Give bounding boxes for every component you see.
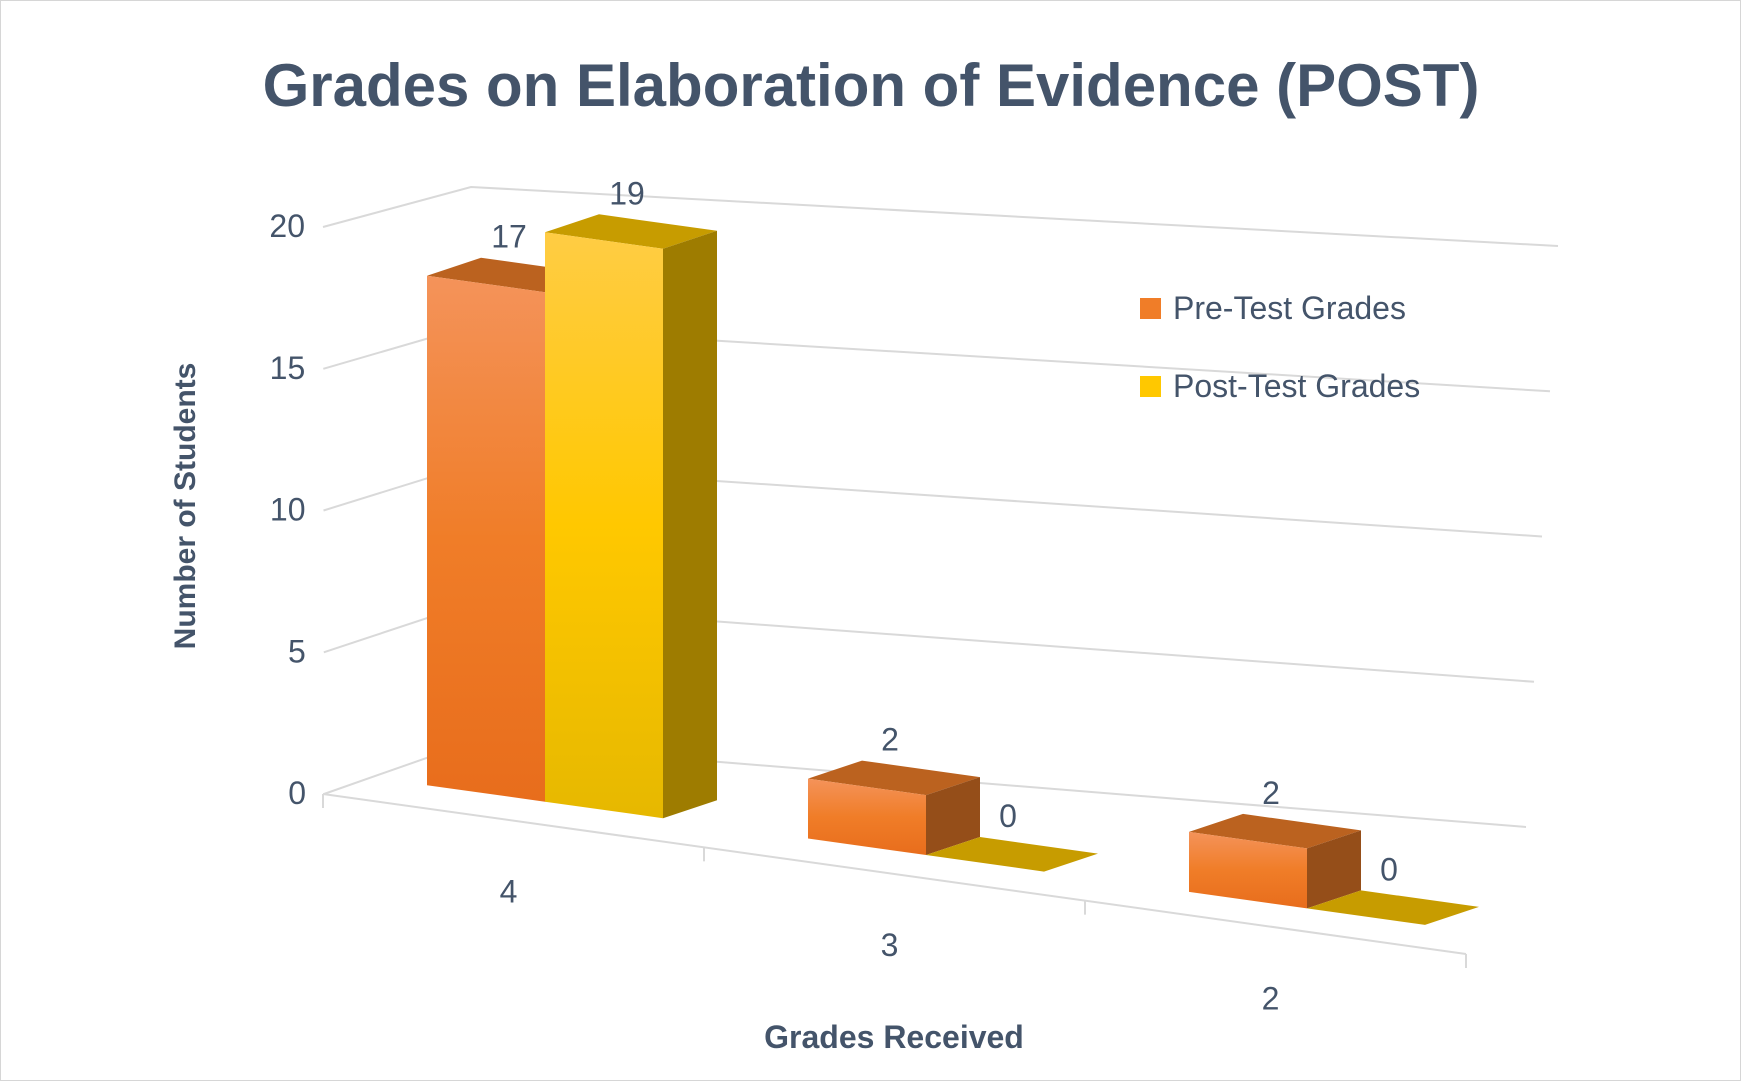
bar-top-face bbox=[808, 760, 980, 796]
bar-front-face bbox=[808, 778, 926, 855]
bar-side-face bbox=[663, 230, 717, 819]
x-axis-line bbox=[322, 793, 1467, 955]
bar-post-test-gradescat-2 bbox=[1307, 890, 1479, 925]
legend: Pre-Test Grades Post-Test Grades bbox=[1140, 290, 1420, 404]
y-tick-label: 20 bbox=[269, 208, 305, 244]
data-label: 2 bbox=[881, 722, 899, 758]
data-label: 19 bbox=[609, 175, 645, 211]
bar-post-test-gradescat-3 bbox=[926, 837, 1098, 872]
y-tick-label: 5 bbox=[288, 633, 306, 669]
x-axis-title: Grades Received bbox=[764, 1019, 1024, 1055]
data-label: 0 bbox=[999, 798, 1017, 834]
bar-post-test-gradescat-4 bbox=[545, 214, 717, 819]
bar-front-face bbox=[545, 232, 663, 819]
chart-title: Grades on Elaboration of Evidence (POST) bbox=[263, 52, 1480, 119]
data-label: 17 bbox=[491, 219, 527, 255]
data-label: 0 bbox=[1380, 851, 1398, 887]
legend-label-post-test: Post-Test Grades bbox=[1173, 368, 1420, 404]
bar-flat-face bbox=[1307, 890, 1479, 925]
bar-side-face bbox=[1307, 830, 1361, 909]
legend-swatch-pre-test bbox=[1140, 298, 1161, 319]
legend-swatch-post-test bbox=[1140, 376, 1161, 397]
data-label: 2 bbox=[1262, 775, 1280, 811]
x-tick-label: 3 bbox=[881, 927, 899, 963]
bar-front-face bbox=[1189, 831, 1307, 909]
gridline-20 bbox=[322, 185, 1559, 247]
y-tick-label: 10 bbox=[270, 492, 306, 528]
y-tick-label: 15 bbox=[270, 350, 306, 386]
legend-label-pre-test: Pre-Test Grades bbox=[1173, 290, 1406, 326]
bar-side-face bbox=[926, 777, 980, 855]
axes bbox=[322, 793, 1467, 968]
bar-top-face bbox=[545, 214, 717, 249]
x-tick-label: 2 bbox=[1262, 980, 1280, 1016]
bar-top-face bbox=[1189, 813, 1361, 849]
y-tick-label: 0 bbox=[288, 775, 306, 811]
y-axis-title: Number of Students bbox=[169, 363, 202, 650]
bar-pre-test-gradescat-3 bbox=[808, 760, 980, 855]
bar-pre-test-gradescat-2 bbox=[1189, 813, 1361, 909]
x-tick-label: 4 bbox=[500, 874, 518, 910]
bar-flat-face bbox=[926, 837, 1098, 872]
bars bbox=[427, 214, 1479, 925]
bar-front-face bbox=[427, 275, 545, 802]
